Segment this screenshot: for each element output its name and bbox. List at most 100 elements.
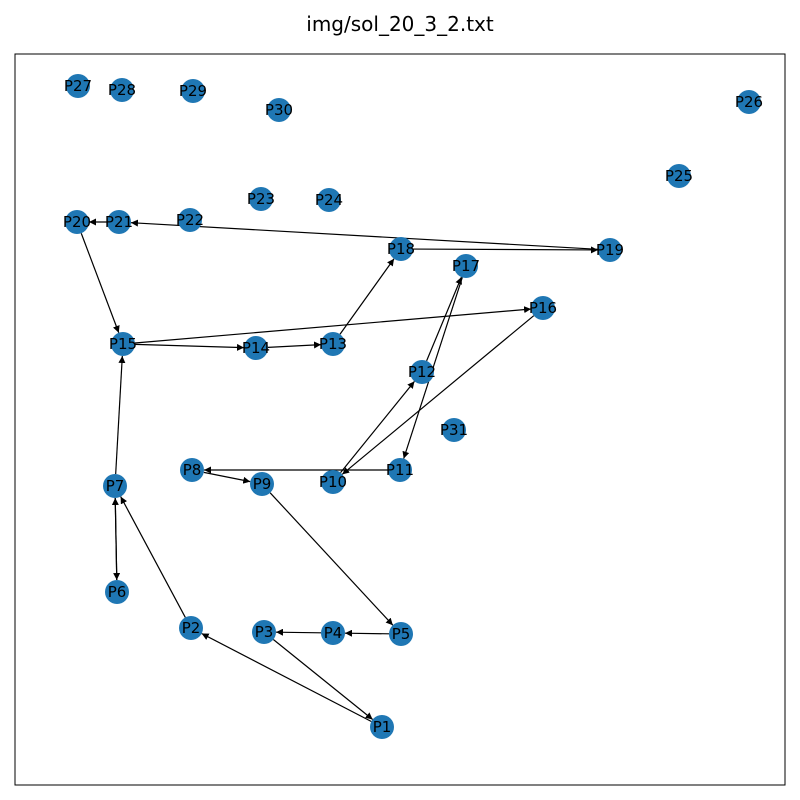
node-circle xyxy=(65,210,89,234)
node-label: P17 xyxy=(452,257,480,275)
figure-title: img/sol_20_3_2.txt xyxy=(306,12,494,36)
node-label: P10 xyxy=(319,473,347,491)
node-p18: P18 xyxy=(387,237,415,261)
node-p12: P12 xyxy=(408,360,436,384)
edge-p3-p1 xyxy=(272,639,374,720)
node-circle xyxy=(321,470,345,494)
node-circle xyxy=(179,616,203,640)
edge-p18-p19 xyxy=(412,246,599,254)
node-circle xyxy=(370,715,394,739)
node-circle xyxy=(267,98,291,122)
edge-p2-p7 xyxy=(120,496,186,618)
edge-p6-p7 xyxy=(111,497,119,581)
edge-p1-p2 xyxy=(201,632,372,723)
node-circle xyxy=(252,620,276,644)
node-label: P29 xyxy=(179,82,207,100)
node-label: P6 xyxy=(108,583,127,601)
node-label: P16 xyxy=(529,299,557,317)
nodes-layer: P1 P2 P3 P4 P5 P6 P7 P8 P9 P10 P11 P12 P13 P14 P15 P16 P… xyxy=(63,74,763,739)
node-p22: P22 xyxy=(176,208,204,232)
node-p13: P13 xyxy=(319,332,347,356)
node-p11: P11 xyxy=(386,458,414,482)
node-p15: P15 xyxy=(109,332,137,356)
node-p20: P20 xyxy=(63,210,91,234)
node-p23: P23 xyxy=(247,187,275,211)
node-p17: P17 xyxy=(452,254,480,278)
node-circle xyxy=(321,621,345,645)
node-p6: P6 xyxy=(105,580,129,604)
node-label: P12 xyxy=(408,363,436,381)
node-circle xyxy=(317,188,341,212)
node-label: P4 xyxy=(324,624,343,642)
node-p2: P2 xyxy=(179,616,203,640)
node-p7: P7 xyxy=(103,474,127,498)
node-label: P9 xyxy=(253,475,272,493)
node-p26: P26 xyxy=(735,90,763,114)
node-label: P15 xyxy=(109,335,137,353)
node-circle xyxy=(250,472,274,496)
node-circle xyxy=(103,474,127,498)
edge-p5-p4 xyxy=(344,629,390,637)
node-circle xyxy=(107,210,131,234)
node-label: P3 xyxy=(255,623,274,641)
node-p21: P21 xyxy=(105,210,133,234)
node-p16: P16 xyxy=(529,296,557,320)
node-p5: P5 xyxy=(389,622,413,646)
node-p19: P19 xyxy=(596,238,624,262)
node-circle xyxy=(442,418,466,442)
node-label: P19 xyxy=(596,241,624,259)
node-label: P5 xyxy=(392,625,411,643)
node-circle xyxy=(454,254,478,278)
node-circle xyxy=(105,580,129,604)
node-circle xyxy=(110,78,134,102)
node-p27: P27 xyxy=(64,74,92,98)
node-label: P30 xyxy=(265,101,293,119)
edge-p4-p3 xyxy=(275,628,322,636)
edge-p8-p9 xyxy=(203,471,251,484)
node-circle xyxy=(531,296,555,320)
node-label: P11 xyxy=(386,461,414,479)
node-circle xyxy=(410,360,434,384)
node-circle xyxy=(244,336,268,360)
node-p25: P25 xyxy=(665,164,693,188)
node-p14: P14 xyxy=(242,336,270,360)
node-circle xyxy=(180,458,204,482)
node-label: P13 xyxy=(319,335,347,353)
node-p10: P10 xyxy=(319,470,347,494)
node-label: P27 xyxy=(64,77,92,95)
node-label: P23 xyxy=(247,190,275,208)
edge-p16-p10 xyxy=(341,315,535,475)
node-p9: P9 xyxy=(250,472,274,496)
node-label: P8 xyxy=(183,461,202,479)
node-circle xyxy=(389,622,413,646)
plot-frame xyxy=(14,53,786,786)
node-label: P1 xyxy=(373,718,392,736)
node-circle xyxy=(737,90,761,114)
node-label: P28 xyxy=(108,81,136,99)
node-circle xyxy=(178,208,202,232)
edge-p7-p15 xyxy=(115,355,126,475)
edge-p9-p5 xyxy=(269,492,394,626)
node-label: P7 xyxy=(106,477,125,495)
node-circle xyxy=(389,237,413,261)
node-p8: P8 xyxy=(180,458,204,482)
node-circle xyxy=(111,332,135,356)
edges-layer xyxy=(80,218,599,723)
node-circle xyxy=(249,187,273,211)
node-circle xyxy=(388,458,412,482)
node-circle xyxy=(66,74,90,98)
node-label: P20 xyxy=(63,213,91,231)
node-label: P31 xyxy=(440,421,468,439)
edge-p13-p18 xyxy=(339,258,395,335)
node-p28: P28 xyxy=(108,78,136,102)
edge-p15-p16 xyxy=(134,306,532,344)
node-label: P21 xyxy=(105,213,133,231)
node-p1: P1 xyxy=(370,715,394,739)
node-label: P2 xyxy=(182,619,201,637)
node-label: P14 xyxy=(242,339,270,357)
node-circle xyxy=(321,332,345,356)
node-label: P22 xyxy=(176,211,204,229)
node-circle xyxy=(667,164,691,188)
node-circle xyxy=(181,79,205,103)
node-label: P24 xyxy=(315,191,343,209)
